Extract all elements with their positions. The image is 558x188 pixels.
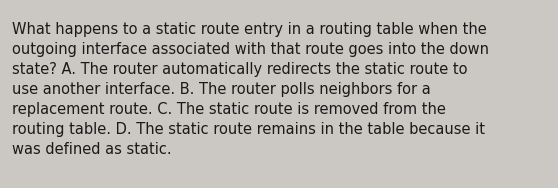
- Text: outgoing interface associated with that route goes into the down: outgoing interface associated with that …: [12, 42, 489, 57]
- Text: state? A. The router automatically redirects the static route to: state? A. The router automatically redir…: [12, 62, 468, 77]
- Text: replacement route. C. The static route is removed from the: replacement route. C. The static route i…: [12, 102, 446, 117]
- Text: use another interface. B. The router polls neighbors for a: use another interface. B. The router pol…: [12, 82, 431, 97]
- Text: routing table. D. The static route remains in the table because it: routing table. D. The static route remai…: [12, 122, 485, 137]
- Text: What happens to a static route entry in a routing table when the: What happens to a static route entry in …: [12, 22, 487, 37]
- Text: was defined as static.: was defined as static.: [12, 142, 172, 157]
